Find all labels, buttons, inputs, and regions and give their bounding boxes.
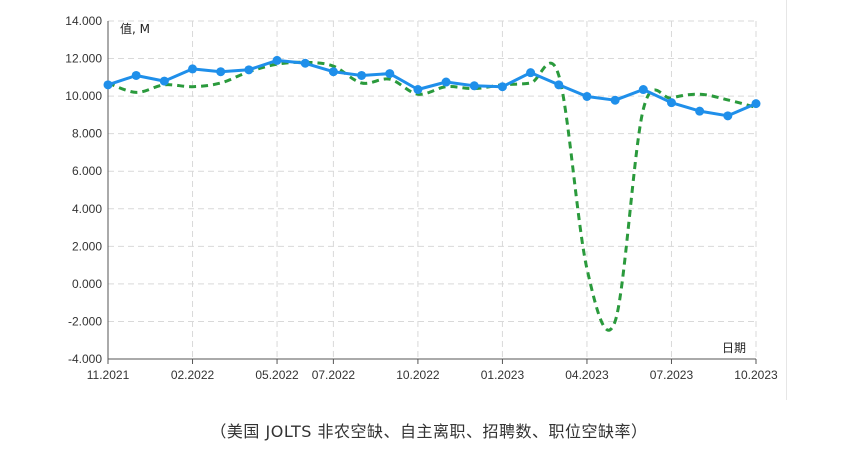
data-point [103, 80, 113, 90]
data-point [638, 85, 648, 95]
figure-caption: （美国 JOLTS 非农空缺、自主离职、招聘数、职位空缺率） [210, 422, 648, 441]
y-axis-title: 值, M [120, 21, 150, 36]
x-tick-label: 07.2023 [650, 368, 694, 382]
chart-series [103, 55, 761, 332]
y-tick-label: 2.000 [72, 239, 102, 253]
data-point [188, 64, 198, 74]
data-point [497, 82, 507, 92]
data-point [751, 99, 761, 109]
x-tick-label: 10.2023 [734, 368, 778, 382]
data-point [610, 95, 620, 105]
chart-axes: 14.000 12.000 10.000 8.000 6.000 4.000 2.000 0.… [65, 14, 778, 382]
data-point [328, 67, 338, 77]
data-point [526, 68, 536, 78]
x-tick-label: 05.2022 [255, 368, 299, 382]
data-point [554, 80, 564, 90]
y-tick-label: 8.000 [72, 127, 102, 141]
series-line-dashed [107, 60, 757, 332]
data-point [159, 76, 169, 86]
data-point [413, 85, 423, 95]
x-tick-label: 04.2023 [565, 368, 609, 382]
data-point [216, 67, 226, 77]
data-point [666, 98, 676, 108]
data-point [469, 81, 479, 91]
x-tick-label: 01.2023 [481, 368, 525, 382]
x-tick-label: 02.2022 [171, 368, 215, 382]
y-tick-label: 10.000 [65, 89, 102, 103]
data-point [441, 77, 451, 87]
y-tick-label: 0.000 [72, 277, 102, 291]
y-tick-label: 14.000 [65, 14, 102, 28]
data-point [695, 106, 705, 116]
y-tick-label: -4.000 [68, 352, 102, 366]
x-tick-label: 10.2022 [396, 368, 440, 382]
chart-gridlines [108, 20, 757, 359]
page-edge-divider [786, 0, 787, 400]
y-tick-label: 6.000 [72, 164, 102, 178]
x-axis-title: 日期 [722, 341, 746, 355]
data-point [131, 70, 141, 80]
line-chart: 14.000 12.000 10.000 8.000 6.000 4.000 2.000 0.… [65, 14, 778, 382]
data-point [723, 111, 733, 121]
y-tick-label: -2.000 [68, 314, 102, 328]
data-point [357, 70, 367, 80]
data-point [582, 91, 592, 101]
y-tick-label: 12.000 [65, 52, 102, 66]
data-point [300, 58, 310, 68]
series-line-solid [107, 58, 757, 118]
data-point [272, 55, 282, 65]
x-tick-label: 07.2022 [312, 368, 356, 382]
x-tick-label: 11.2021 [87, 368, 130, 382]
data-point [385, 69, 395, 79]
y-tick-label: 4.000 [72, 202, 102, 216]
data-point [244, 65, 254, 75]
